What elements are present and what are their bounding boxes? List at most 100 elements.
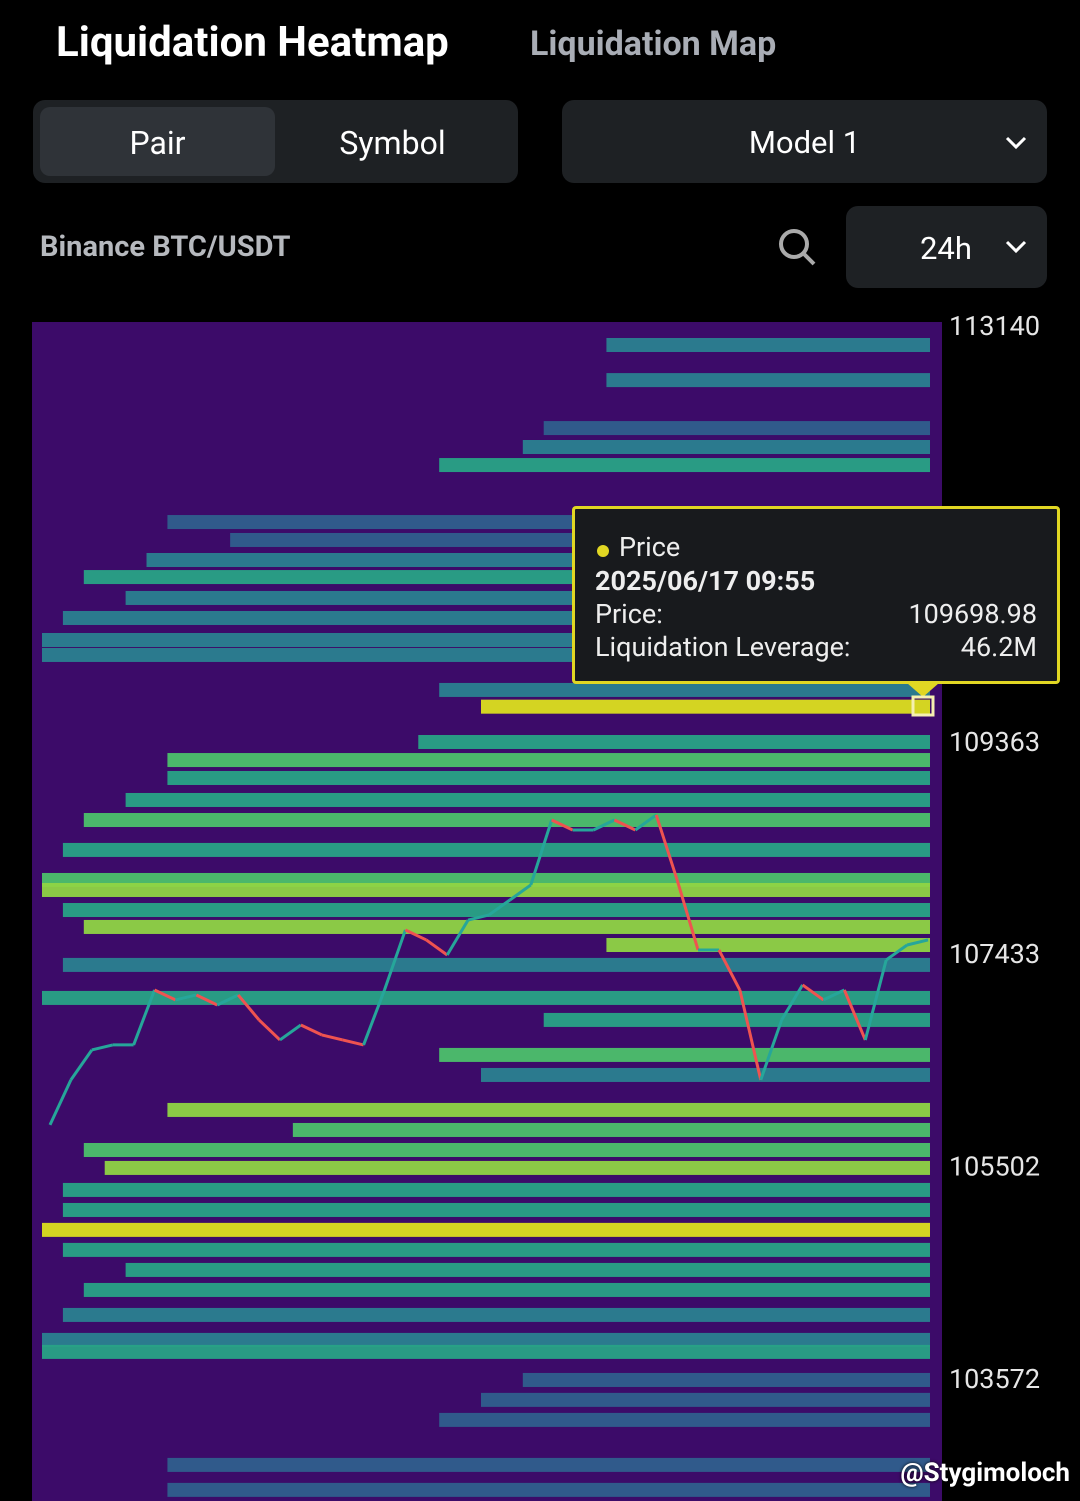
liquidation-band xyxy=(167,770,930,785)
tab-link[interactable]: Liquidation Map xyxy=(530,24,777,64)
y-tick-label: 105502 xyxy=(949,1151,1040,1183)
price-segment xyxy=(91,1043,114,1052)
liquidation-band xyxy=(481,1392,930,1407)
chevron-icon xyxy=(1005,240,1027,254)
liquidation-band xyxy=(481,1067,930,1082)
price-segment xyxy=(675,879,700,951)
chevron-icon xyxy=(1005,136,1027,150)
y-tick-label: 109363 xyxy=(949,726,1040,758)
y-tick-label: 113140 xyxy=(949,310,1040,342)
liquidation-band xyxy=(83,1142,931,1157)
liquidation-band xyxy=(167,753,930,768)
liquidation-band xyxy=(125,792,931,807)
liquidation-band xyxy=(62,1202,930,1217)
price-segment xyxy=(780,984,804,1021)
liquidation-band xyxy=(439,1047,930,1062)
liquidation-band xyxy=(167,1482,930,1497)
liquidation-band xyxy=(104,1160,930,1175)
price-segment xyxy=(216,993,239,1007)
liquidation-band xyxy=(543,421,930,436)
liquidation-band xyxy=(522,1372,930,1387)
tooltip-label: Liquidation Leverage: xyxy=(595,631,851,663)
liquidation-band xyxy=(439,1412,930,1427)
price-segment xyxy=(592,818,616,832)
price-segment xyxy=(445,919,470,956)
y-tick-label: 103572 xyxy=(949,1363,1040,1395)
pair-label: Binance BTC/USDT xyxy=(40,230,291,264)
liquidation-band xyxy=(543,1012,930,1027)
price-segment xyxy=(300,1023,323,1037)
liquidation-band xyxy=(167,1457,930,1472)
liquidation-band xyxy=(167,1102,930,1117)
price-segment xyxy=(362,989,386,1046)
liquidation-band xyxy=(125,1262,931,1277)
price-segment xyxy=(634,813,658,832)
liquidation-band xyxy=(439,458,930,473)
liquidation-band xyxy=(439,682,930,697)
tab[interactable]: Symbol xyxy=(339,124,446,162)
liquidation-band xyxy=(62,957,930,972)
model-dropdown[interactable] xyxy=(562,100,1047,183)
price-segment xyxy=(404,928,427,942)
price-segment xyxy=(258,1018,281,1042)
price-segment xyxy=(863,959,888,1041)
price-segment xyxy=(885,943,908,962)
price-segment xyxy=(48,1079,73,1126)
active-tab-bg xyxy=(40,107,275,176)
liquidation-band xyxy=(418,734,930,749)
price-segment xyxy=(759,1019,784,1081)
liquidation-band xyxy=(42,990,930,1005)
watermark: @Stygimoloch xyxy=(900,1458,1070,1488)
price-segment xyxy=(551,818,574,832)
price-segment xyxy=(195,993,218,1007)
liquidation-band xyxy=(62,1182,930,1197)
page-title: Liquidation Heatmap xyxy=(56,18,449,67)
liquidation-band xyxy=(62,1307,930,1322)
price-segment xyxy=(801,983,825,1002)
price-segment xyxy=(822,988,846,1002)
price-segment xyxy=(654,814,679,881)
price-segment xyxy=(488,898,511,917)
liquidation-band xyxy=(83,919,931,934)
price-segment xyxy=(279,1023,302,1042)
search-icon[interactable] xyxy=(776,226,818,268)
liquidation-band xyxy=(606,938,930,953)
y-tick-label: 107433 xyxy=(949,938,1040,970)
liquidation-band xyxy=(42,1344,930,1359)
price-segment xyxy=(383,929,407,991)
price-segment xyxy=(69,1049,94,1081)
liquidation-band xyxy=(62,1242,930,1257)
tab[interactable]: Pair xyxy=(129,124,186,162)
liquidation-band xyxy=(292,1122,930,1137)
liquidation-band xyxy=(42,882,930,897)
price-segment xyxy=(738,989,763,1081)
dropdown-value: 24h xyxy=(920,230,972,267)
price-segment xyxy=(842,989,867,1041)
liquidation-band xyxy=(42,1222,930,1237)
price-segment xyxy=(175,993,197,1002)
price-segment xyxy=(906,938,929,947)
tooltip-value: 109698.98 xyxy=(908,598,1037,630)
price-segment xyxy=(425,938,449,957)
tooltip-heading: Price xyxy=(619,531,681,563)
liquidation-band xyxy=(606,337,930,352)
price-segment xyxy=(717,949,742,991)
liquidation-band xyxy=(522,439,930,454)
price-segment xyxy=(153,988,177,1002)
tooltip-dot xyxy=(597,545,609,557)
dropdown-value: Model 1 xyxy=(748,124,861,161)
liquidation-band xyxy=(62,842,930,857)
price-segment xyxy=(132,989,156,1046)
price-segment xyxy=(529,819,554,886)
liquidation-band xyxy=(606,373,930,388)
liquidation-band xyxy=(83,813,931,828)
price-segment xyxy=(236,993,261,1021)
price-segment xyxy=(467,913,490,922)
price-segment xyxy=(613,818,636,832)
liquidation-band xyxy=(481,699,930,714)
tooltip-label: Price: xyxy=(595,598,663,630)
price-segment xyxy=(509,883,532,902)
tooltip-pointer xyxy=(907,683,939,717)
